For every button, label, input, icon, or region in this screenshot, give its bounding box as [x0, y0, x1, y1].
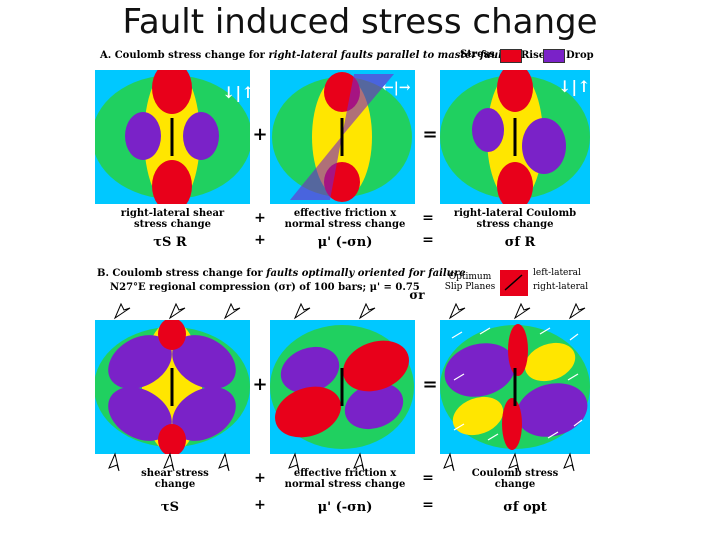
symbol-a-coulomb: σf R: [504, 235, 536, 250]
panel-a-coulomb: ↓|↑: [440, 70, 590, 204]
section-b-heading-line2: N27°E regional compression (σr) of 100 b…: [110, 282, 420, 293]
op-a-equals-3: =: [422, 232, 434, 248]
op-b-plus-3: +: [254, 497, 266, 513]
op-a-plus-3: +: [254, 232, 266, 248]
compression-arrows-top: [95, 300, 595, 320]
legend-rise-label: Rise: [521, 50, 546, 61]
caption-b-normal: effective friction x normal stress chang…: [284, 468, 406, 490]
op-a-equals: =: [422, 124, 438, 145]
op-b-equals: =: [422, 374, 438, 395]
op-b-equals-3: =: [422, 497, 434, 513]
panel-a-shear: ↓|↑: [95, 70, 250, 204]
legend-stress-label: Stress: [460, 49, 495, 60]
symbol-b-shear: τS: [160, 500, 180, 515]
op-b-equals-2: =: [422, 470, 434, 486]
op-b-plus-2: +: [254, 470, 266, 486]
op-a-plus: +: [252, 124, 268, 145]
svg-text:←|→: ←|→: [382, 80, 411, 96]
legend-drop-swatch: [543, 49, 565, 63]
op-a-plus-2: +: [254, 210, 266, 226]
op-a-equals-2: =: [422, 210, 434, 226]
legend-optimum-label: Optimum Slip Planes: [444, 272, 496, 292]
op-b-plus: +: [252, 374, 268, 395]
panel-b-normal: [270, 320, 415, 454]
slide-title: Fault induced stress change: [122, 2, 598, 42]
section-b-heading: B. Coulomb stress change for faults opti…: [97, 268, 466, 279]
legend-right-lateral: right-lateral: [533, 282, 589, 292]
symbol-b-coulomb: σf opt: [503, 500, 547, 515]
symbol-b-normal: μ' (-σn): [317, 500, 373, 515]
symbol-a-shear: τS R: [153, 235, 187, 250]
legend-slip-plane-icon: [500, 270, 528, 296]
legend-rise-swatch: [500, 49, 522, 63]
panel-b-coulomb: [440, 320, 590, 454]
legend-left-lateral: left-lateral: [533, 268, 581, 278]
caption-b-coulomb: Coulomb stress change: [471, 468, 559, 490]
compression-arrows-bottom: [95, 452, 595, 472]
panel-a-normal: ←|→: [270, 70, 415, 204]
caption-a-normal: effective friction x normal stress chang…: [284, 208, 406, 230]
panel-b-shear: [95, 320, 250, 454]
symbol-a-normal: μ' (-σn): [317, 235, 373, 250]
caption-b-shear: shear stress change: [141, 468, 209, 490]
svg-text:↓|↑: ↓|↑: [558, 77, 590, 96]
section-a-heading: A. Coulomb stress change for right-later…: [100, 50, 507, 61]
legend-drop-label: Drop: [566, 50, 594, 61]
caption-a-shear: right-lateral shear stress change: [120, 208, 225, 230]
svg-text:↓|↑: ↓|↑: [222, 83, 250, 102]
sigma-r-label: σr: [409, 288, 425, 302]
caption-a-coulomb: right-lateral Coulomb stress change: [453, 208, 577, 230]
